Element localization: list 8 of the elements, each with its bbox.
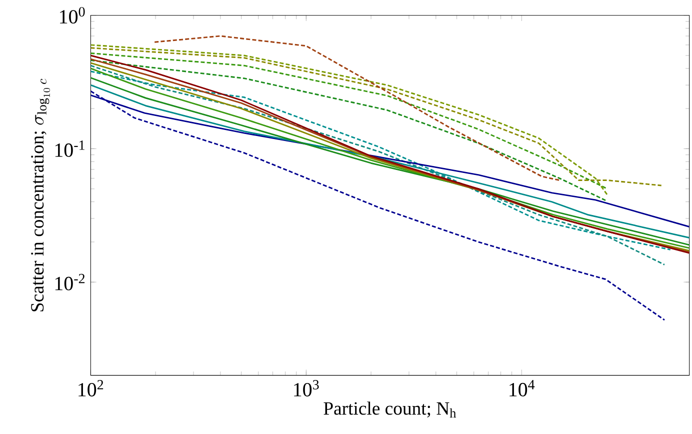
x-tick-label: 10$^{4}$ [510,380,535,396]
y-axis-title: $\textrm{Scatter in concentration; }\sigma_{\log_{10} c}$ [31,78,50,312]
x-tick-label: 10$^{3}$ [294,380,319,396]
y-tick-label: 10$^{-1}$ [55,140,84,157]
x-axis-title: Particle count; N$_{h}$ [324,402,456,418]
x-tick-label: 10$^{2}$ [78,380,104,396]
y-tick-label: 10$^{-2}$ [55,274,85,290]
y-tick-label: 10$^{0}$ [60,7,85,24]
